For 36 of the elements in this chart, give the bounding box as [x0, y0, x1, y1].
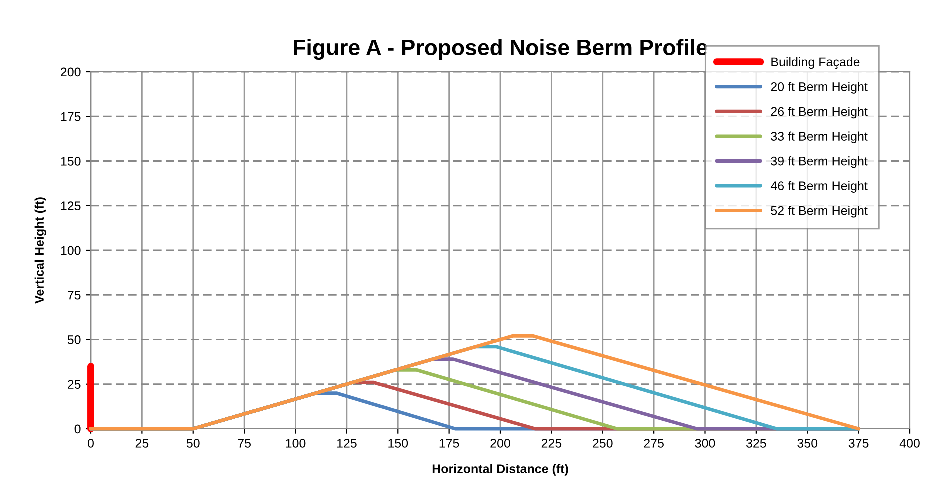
y-tick-label: 0	[74, 424, 81, 434]
x-tick-label: 100	[286, 439, 306, 448]
x-tick-label: 350	[798, 439, 818, 448]
x-tick-label: 175	[440, 439, 460, 448]
x-tick-label: 300	[695, 439, 716, 448]
y-tick-label: 150	[61, 157, 81, 166]
x-tick-label: 150	[388, 439, 408, 448]
y-tick-label: 125	[61, 202, 81, 211]
x-tick-label: 0	[88, 439, 94, 448]
chart-title: Figure A - Proposed Noise Berm Profile	[294, 39, 708, 60]
legend-label: 20 ft Berm Height	[771, 82, 868, 94]
x-tick-label: 400	[900, 439, 920, 448]
x-tick-label: 125	[337, 439, 357, 448]
x-tick-label: 25	[136, 439, 149, 448]
x-tick-label: 250	[593, 439, 613, 448]
legend-label: 46 ft Berm Height	[770, 181, 868, 193]
y-axis-title: Vertical Height (ft)	[34, 198, 47, 304]
legend-label: Building Façade	[772, 57, 860, 70]
x-tick-label: 200	[490, 439, 510, 448]
y-tick-label: 200	[61, 68, 81, 77]
x-tick-label: 375	[848, 439, 869, 448]
y-tick-label: 100	[61, 246, 81, 256]
y-tick-label: 50	[68, 336, 81, 344]
y-tick-label: 25	[68, 380, 81, 390]
legend-label: 39 ft Berm Height	[771, 156, 868, 168]
x-tick-label: 275	[644, 439, 664, 448]
legend-label: 33 ft Berm Height	[771, 132, 868, 144]
legend-label: 26 ft Berm Height	[771, 106, 868, 119]
x-tick-label: 50	[186, 439, 200, 448]
x-tick-label: 225	[542, 439, 562, 448]
y-tick-label: 75	[68, 291, 81, 300]
y-tick-label: 175	[61, 112, 81, 122]
x-tick-label: 325	[746, 439, 766, 448]
legend-label: 52 ft Berm Height	[771, 206, 868, 218]
x-tick-label: 75	[238, 439, 251, 448]
x-axis-title: Horizontal Distance (ft)	[432, 464, 568, 476]
